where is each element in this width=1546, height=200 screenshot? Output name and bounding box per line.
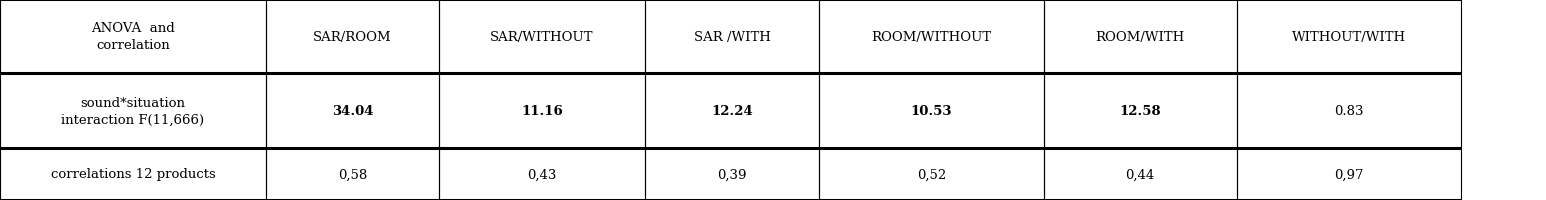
Text: WITHOUT/WITH: WITHOUT/WITH xyxy=(1292,31,1405,43)
Text: ROOM/WITHOUT: ROOM/WITHOUT xyxy=(872,31,991,43)
Text: ROOM/WITH: ROOM/WITH xyxy=(1096,31,1184,43)
Text: correlations 12 products: correlations 12 products xyxy=(51,168,215,180)
Text: 0,58: 0,58 xyxy=(339,168,366,180)
Text: SAR/ROOM: SAR/ROOM xyxy=(314,31,391,43)
Text: 0.83: 0.83 xyxy=(1334,105,1364,117)
Text: 10.53: 10.53 xyxy=(911,105,952,117)
Text: 0,52: 0,52 xyxy=(917,168,946,180)
Text: 0,43: 0,43 xyxy=(527,168,557,180)
Text: 11.16: 11.16 xyxy=(521,105,563,117)
Text: SAR /WITH: SAR /WITH xyxy=(694,31,770,43)
Text: 0,39: 0,39 xyxy=(717,168,747,180)
Text: sound*situation
interaction F(11,666): sound*situation interaction F(11,666) xyxy=(62,96,204,126)
Text: ANOVA  and
correlation: ANOVA and correlation xyxy=(91,22,175,52)
Text: 0,44: 0,44 xyxy=(1125,168,1155,180)
Text: SAR/WITHOUT: SAR/WITHOUT xyxy=(490,31,594,43)
Text: 12.58: 12.58 xyxy=(1119,105,1161,117)
Text: 34.04: 34.04 xyxy=(332,105,373,117)
Text: 0,97: 0,97 xyxy=(1334,168,1364,180)
Text: 12.24: 12.24 xyxy=(711,105,753,117)
